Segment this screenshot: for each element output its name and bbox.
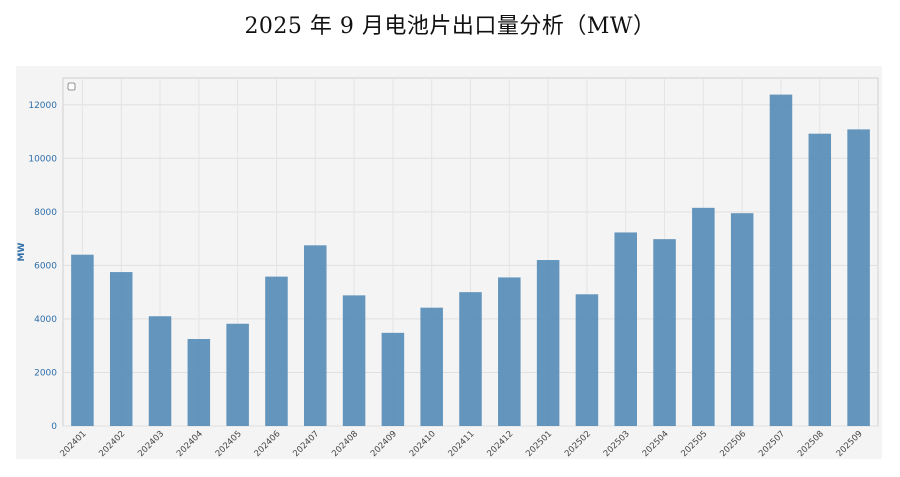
x-tick-label: 202501 [524, 429, 554, 459]
bar [187, 339, 211, 426]
bar [109, 272, 133, 426]
x-tick-label: 202502 [563, 429, 593, 459]
y-tick-label: 12000 [28, 101, 57, 111]
y-tick-label: 8000 [34, 208, 57, 218]
bar-chart: 0 2000 4000 6000 8000 10000 12000 202401 202402 2… [17, 77, 879, 459]
bar [420, 307, 443, 426]
x-tick-label: 202506 [718, 429, 748, 459]
legend-checkbox [67, 82, 76, 91]
bar [304, 245, 327, 426]
bar [808, 133, 832, 426]
bar [730, 213, 754, 426]
bar [226, 323, 249, 426]
x-tick-label: 202401 [59, 429, 89, 459]
bar [498, 277, 521, 426]
x-tick-label: 202403 [136, 429, 166, 459]
y-tick-label: 6000 [34, 261, 57, 271]
bar [459, 292, 482, 426]
x-tick-label: 202509 [835, 429, 865, 459]
y-axis-label: MW [17, 242, 27, 261]
x-tick-label: 202404 [175, 429, 205, 459]
bar [847, 129, 870, 427]
x-tick-label: 202402 [97, 429, 127, 459]
bar [536, 260, 560, 426]
x-tick-label: 202508 [796, 429, 826, 459]
bar [148, 316, 172, 426]
chart-title: 2025 年 9 月电池片出口量分析（MW） [244, 14, 656, 39]
bar [692, 207, 715, 426]
x-tick-label: 202407 [291, 429, 321, 459]
bar [71, 254, 94, 426]
x-tick-label: 202405 [214, 429, 244, 459]
x-tick-label: 202507 [757, 429, 787, 459]
bar [342, 295, 366, 426]
chart-panel: 0 2000 4000 6000 8000 10000 12000 202401 202402 2… [16, 66, 882, 459]
x-tick-label: 202406 [253, 429, 283, 459]
y-tick-label: 4000 [34, 315, 57, 325]
y-tick-label: 10000 [28, 154, 57, 164]
x-tick-label: 202504 [641, 429, 671, 459]
x-tick-label: 202410 [408, 429, 438, 459]
y-tick-label: 2000 [34, 368, 57, 378]
bar [769, 94, 793, 426]
bar [381, 332, 405, 426]
x-tick-label: 202411 [447, 429, 477, 459]
x-tick-label: 202505 [679, 429, 709, 459]
x-tick-label: 202503 [602, 429, 632, 459]
y-tick-label: 0 [51, 422, 57, 432]
x-tick-label: 202409 [369, 429, 399, 459]
bar [575, 294, 599, 426]
bar [614, 232, 637, 426]
x-tick-label: 202412 [485, 429, 515, 459]
bar [653, 239, 676, 426]
x-tick-label: 202408 [330, 429, 360, 459]
bar [265, 276, 288, 426]
